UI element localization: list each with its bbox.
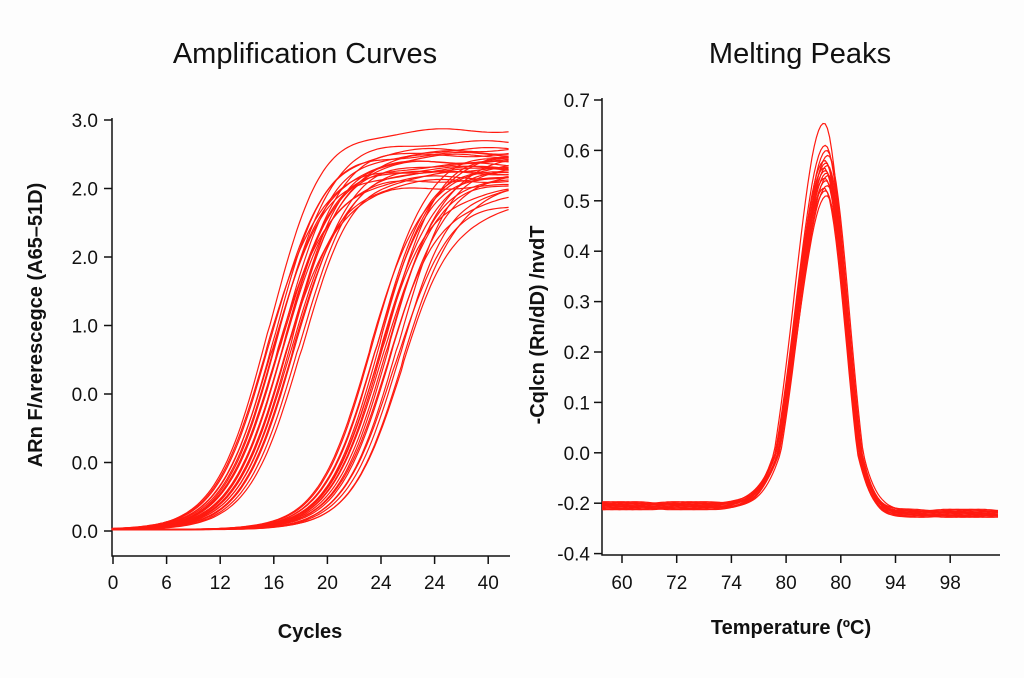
- y-tick-label: 0.5: [564, 192, 590, 213]
- melting-peak-curve: [601, 162, 998, 518]
- amplification-curve-group1: [111, 152, 509, 530]
- x-tick-label: 6: [161, 573, 172, 594]
- melting-peak-curve: [601, 180, 999, 517]
- amplification-curve-group1: [111, 159, 509, 530]
- amplification-curve-group1: [111, 151, 509, 530]
- melting-peak-curve: [601, 167, 999, 517]
- x-tick-label: 80: [776, 573, 797, 594]
- y-tick-label: 0.0: [72, 385, 98, 406]
- amplification-curve-group2: [111, 189, 509, 531]
- y-tick-label: 0.6: [564, 141, 590, 162]
- y-tick-label: 2.0: [72, 248, 98, 269]
- x-tick-label: 80: [830, 573, 851, 594]
- melting-peak-curve: [601, 154, 999, 512]
- amplification-curve-group2: [111, 196, 509, 531]
- x-tick-label: 72: [666, 573, 687, 594]
- amplification-curve-group1: [111, 170, 509, 530]
- y-tick-label: 0.0: [564, 444, 590, 465]
- amplification-curve-group2: [111, 160, 509, 531]
- y-tick-label: 0.3: [564, 293, 590, 314]
- y-tick-label: 0.7: [564, 91, 590, 112]
- amplification-curve-group1: [111, 153, 509, 530]
- melting-plot: 0.7 0.6 0.5 0.4 0.3 0.2 0.1 0.0 -0.2 -0.4 60 72 74 80…: [557, 91, 1000, 594]
- melting-peak-curve: [601, 172, 999, 515]
- melting-peak-curve: [602, 195, 999, 514]
- amplification-curve-group1: [111, 160, 509, 531]
- amplification-curve-group1: [111, 150, 509, 530]
- amplification-axes: [111, 118, 510, 557]
- melting-peak-curve: [601, 185, 999, 512]
- melting-peak-curve: [601, 159, 999, 515]
- y-tick-label: -0.4: [557, 545, 590, 566]
- y-tick-label: 2.0: [72, 180, 98, 201]
- amplification-curve-group2: [111, 157, 509, 531]
- x-tick-label: 60: [611, 573, 632, 594]
- amplification-curve-group1: [111, 162, 509, 530]
- melting-title: Melting Peaks: [709, 38, 891, 70]
- amplification-title: Amplification Curves: [173, 38, 437, 70]
- melting-x-label: Temperature (ºC): [711, 617, 871, 639]
- amplification-curve-group1: [111, 140, 509, 530]
- melting-peak-curve: [601, 164, 999, 514]
- amplification-plot: 0.0 0.0 0.0 1.0 2.0 2.0 3.0 0 6 12 16 20 24 24 40: [72, 111, 510, 594]
- y-tick-label: 0.0: [72, 522, 98, 543]
- amplification-curve-group1: [111, 170, 509, 530]
- x-tick-label: 0: [108, 573, 119, 594]
- melting-peak-curve: [601, 122, 999, 518]
- x-tick-label: 94: [885, 573, 907, 594]
- y-tick-label: -0.2: [557, 494, 590, 515]
- amplification-curve-group2: [111, 169, 509, 531]
- amplification-curve-group1: [111, 147, 509, 530]
- y-tick-label: 0.1: [564, 393, 590, 414]
- y-tick-label: 0.2: [564, 343, 590, 364]
- amplification-y-label: ARn F/ʌreresceɡce (A65–51D): [25, 183, 47, 468]
- y-tick-label: 3.0: [72, 111, 98, 132]
- x-tick-label: 74: [721, 573, 743, 594]
- melting-peak-curve: [601, 177, 998, 514]
- amplification-curve-group1: [111, 128, 509, 529]
- amplification-x-label: Cycles: [278, 621, 343, 643]
- melting-peak-curve: [601, 175, 999, 518]
- x-tick-label: 24: [424, 573, 446, 594]
- x-tick-label: 20: [317, 573, 338, 594]
- melting-peak-curve: [601, 169, 999, 512]
- melting-peak-curve: [601, 189, 999, 518]
- x-tick-label: 24: [370, 573, 392, 594]
- x-tick-label: 12: [210, 573, 231, 594]
- melting-peak-curve: [601, 187, 998, 515]
- x-tick-label: 40: [478, 573, 499, 594]
- y-tick-label: 0.0: [72, 454, 98, 475]
- amplification-curve-group1: [111, 158, 509, 530]
- melting-peak-curve: [601, 149, 998, 517]
- melting-y-label: -Cqlcn (Rn/dD) /nvdT: [527, 226, 549, 425]
- melting-peak-curve: [601, 144, 999, 514]
- melting-axes: [601, 98, 1000, 556]
- y-tick-label: 0.4: [564, 242, 591, 263]
- x-tick-label: 16: [263, 573, 284, 594]
- x-tick-label: 98: [940, 573, 961, 594]
- y-tick-label: 1.0: [72, 317, 98, 338]
